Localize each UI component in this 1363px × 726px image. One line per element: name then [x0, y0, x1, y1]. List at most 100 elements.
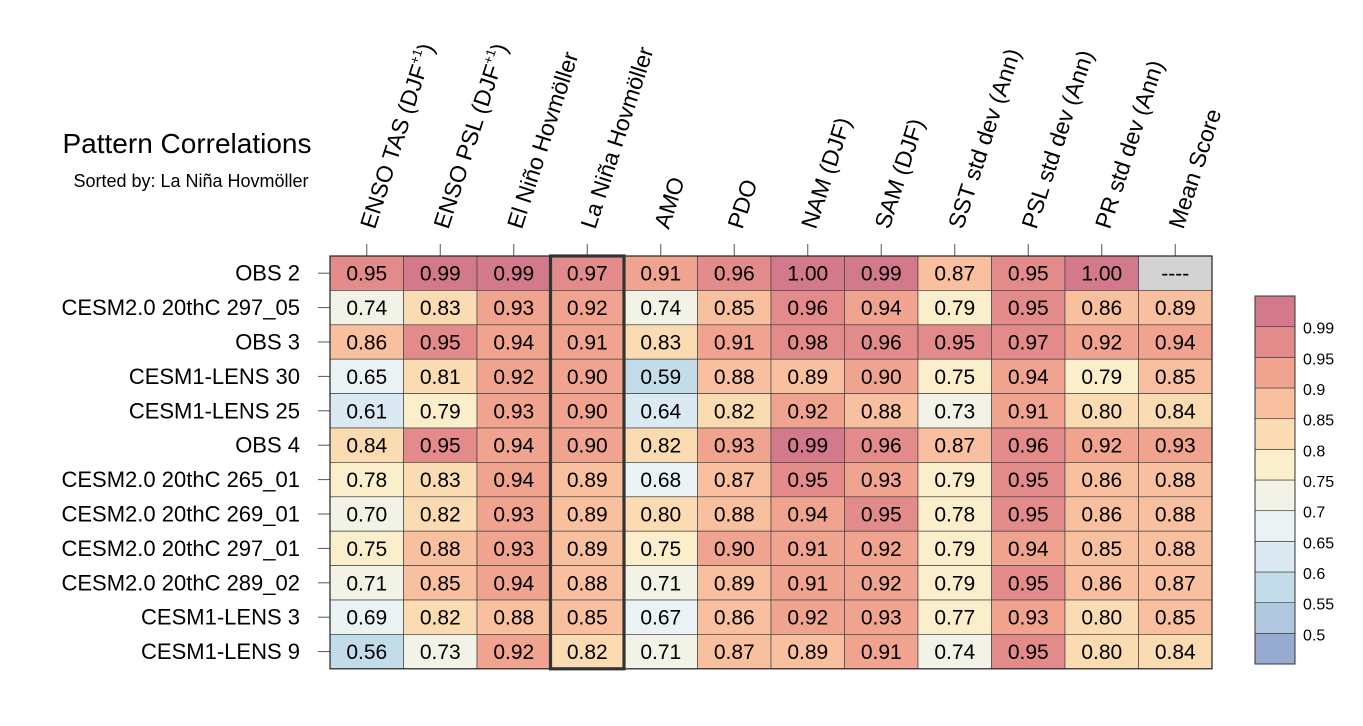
heatmap-cell: [770, 290, 845, 326]
cell-value-label: 0.91: [787, 538, 828, 561]
heatmap-cell: [917, 255, 992, 291]
cell-value-label: 0.71: [640, 641, 681, 664]
column-label: Mean Score: [1163, 106, 1226, 232]
heatmap-cell: [697, 427, 772, 463]
heatmap-cell: [1138, 324, 1213, 360]
cell-value-label: 0.99: [861, 263, 902, 286]
cell-value-label: 0.87: [934, 263, 975, 286]
heatmap-cell: [1064, 358, 1139, 394]
cell-value-label: 0.95: [861, 504, 902, 527]
colorbar-segment: [1254, 387, 1296, 420]
cell-value-label: 0.88: [861, 400, 902, 423]
cell-value-label: 0.97: [1008, 332, 1049, 355]
heatmap-cell: [917, 496, 992, 532]
cell-value-label: 0.93: [1155, 435, 1196, 458]
heatmap-cell: [917, 599, 992, 635]
cell-value-label: 0.92: [861, 572, 902, 595]
heatmap-border: [329, 255, 1213, 670]
cell-value-label: 0.95: [934, 332, 975, 355]
cell-value-label: 0.92: [861, 538, 902, 561]
heatmap-cell: [917, 565, 992, 601]
colorbar-label: 0.75: [1303, 474, 1334, 491]
cell-value-label: 0.90: [567, 366, 608, 389]
heatmap-cell: [476, 565, 551, 601]
heatmap-cell: [550, 290, 625, 326]
cell-value-label: 0.68: [640, 469, 681, 492]
cell-value-label: 0.89: [787, 366, 828, 389]
heatmap-cell: [770, 496, 845, 532]
cell-value-label: 0.88: [1155, 538, 1196, 561]
cell-value-label: 0.71: [346, 572, 387, 595]
cell-value-label: 0.70: [346, 504, 387, 527]
heatmap-cell: [476, 462, 551, 498]
heatmap-cell: [917, 634, 992, 670]
cell-value-label: 0.85: [1081, 538, 1122, 561]
cell-value-label: 0.92: [1081, 435, 1122, 458]
heatmap-cell: [770, 634, 845, 670]
heatmap-cell: [623, 496, 698, 532]
cell-value-label: 0.94: [1008, 366, 1049, 389]
cell-value-label: 0.94: [787, 504, 828, 527]
cell-value-label: 0.86: [1081, 297, 1122, 320]
heatmap-cell: [1064, 393, 1139, 429]
cell-value-label: 0.94: [1008, 538, 1049, 561]
heatmap-cell: [917, 358, 992, 394]
colorbar-label: 0.9: [1303, 382, 1325, 399]
cell-value-label: 0.85: [420, 572, 461, 595]
heatmap-cell: [403, 599, 478, 635]
colorbar-segment: [1254, 479, 1296, 512]
cell-value-label: 0.78: [346, 469, 387, 492]
cell-value-label: 0.94: [493, 572, 534, 595]
cell-value-label: 0.83: [420, 297, 461, 320]
heatmap-cell: [476, 599, 551, 635]
heatmap-cell: [403, 427, 478, 463]
heatmap-cell: [844, 290, 919, 326]
heatmap-cell: [917, 462, 992, 498]
cell-value-label: 0.86: [1081, 504, 1122, 527]
heatmap-cell: [770, 255, 845, 291]
cell-value-label: 0.75: [640, 538, 681, 561]
cell-value-label: 0.74: [640, 297, 681, 320]
colorbar-label: 0.7: [1303, 505, 1325, 522]
cell-value-label: 0.88: [1155, 504, 1196, 527]
heatmap-cell: [550, 358, 625, 394]
cell-value-label: 0.84: [1155, 641, 1196, 664]
cell-value-label: 0.95: [1008, 469, 1049, 492]
cell-value-label: 0.92: [1081, 332, 1122, 355]
cell-value-label: 0.93: [493, 297, 534, 320]
cell-value-label: 0.82: [714, 400, 755, 423]
cell-value-label: 0.91: [567, 332, 608, 355]
heatmap-cell: [770, 427, 845, 463]
heatmap-cell: [1138, 358, 1213, 394]
cell-value-label: 0.95: [1008, 297, 1049, 320]
cell-value-label: 0.88: [493, 607, 534, 630]
cell-value-label: 0.80: [1081, 641, 1122, 664]
heatmap-cell: [844, 358, 919, 394]
heatmap-cell: [476, 393, 551, 429]
colorbar-segment: [1254, 602, 1296, 634]
row-label: CESM2.0 20thC 297_01: [62, 536, 301, 561]
cell-value-label: 0.91: [787, 572, 828, 595]
cell-value-label: 0.88: [714, 504, 755, 527]
cell-value-label: 0.89: [567, 469, 608, 492]
cell-value-label: ----: [1161, 263, 1189, 286]
heatmap-cell: [329, 634, 404, 670]
cell-value-label: 0.80: [1081, 607, 1122, 630]
cell-value-label: 0.95: [787, 469, 828, 492]
cell-value-label: 0.80: [1081, 400, 1122, 423]
column-label: NAM (DJF): [796, 114, 856, 231]
cell-value-label: 0.81: [420, 366, 461, 389]
heatmap-cell: [770, 358, 845, 394]
heatmap-cell: [844, 427, 919, 463]
heatmap-cells: 0.95 0.99 0.99 0.97 0.91 0.96 1.00 0.99 0.87 0.95…: [329, 255, 1213, 670]
cell-value-label: 0.90: [714, 538, 755, 561]
column-label: El Niño Hovmöller: [502, 48, 584, 231]
cell-value-label: 0.79: [934, 297, 975, 320]
cell-value-label: 0.92: [493, 366, 534, 389]
cell-value-label: 0.93: [861, 607, 902, 630]
cell-value-label: 0.93: [1008, 607, 1049, 630]
heatmap-cell: [550, 427, 625, 463]
heatmap-cell: [329, 290, 404, 326]
heatmap-cell: [991, 462, 1066, 498]
cell-value-label: 0.82: [420, 607, 461, 630]
